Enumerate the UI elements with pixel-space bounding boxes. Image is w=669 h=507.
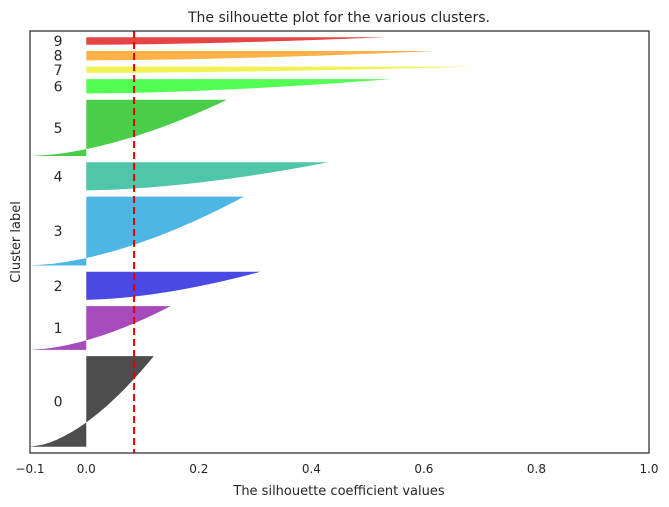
cluster-2-label: 2 <box>54 279 63 295</box>
cluster-3-silhouette <box>30 196 244 266</box>
cluster-0-label: 0 <box>54 394 63 410</box>
cluster-2-silhouette <box>86 271 261 300</box>
x-tick-label: 0.0 <box>77 462 96 476</box>
cluster-7-silhouette <box>86 66 475 73</box>
cluster-9-silhouette <box>86 37 385 45</box>
cluster-6-label: 6 <box>54 79 63 95</box>
cluster-1-label: 1 <box>54 321 63 337</box>
cluster-8-silhouette <box>86 51 436 61</box>
x-tick-label: 0.8 <box>527 462 546 476</box>
cluster-7-label: 7 <box>54 63 63 79</box>
cluster-0-silhouette <box>30 356 154 447</box>
cluster-4-label: 4 <box>54 169 63 185</box>
x-tick-label: 0.2 <box>189 462 208 476</box>
x-axis-ticks: −0.1 0.0 0.2 0.4 0.6 0.8 1.0 <box>15 462 658 476</box>
cluster-8-label: 8 <box>54 49 63 65</box>
x-tick-label: 0.6 <box>414 462 433 476</box>
x-tick-label: −0.1 <box>15 462 44 476</box>
cluster-1-silhouette <box>30 306 171 350</box>
cluster-5-silhouette <box>30 99 227 157</box>
y-axis-label: Cluster label <box>9 201 24 283</box>
chart-title: The silhouette plot for the various clus… <box>187 10 490 26</box>
cluster-5-label: 5 <box>54 121 63 137</box>
cluster-6-silhouette <box>86 79 391 94</box>
axes-frame <box>29 30 650 454</box>
x-tick-label: 0.4 <box>302 462 321 476</box>
cluster-3-label: 3 <box>54 224 63 240</box>
x-tick-label: 1.0 <box>639 462 658 476</box>
cluster-9-label: 9 <box>54 34 63 50</box>
cluster-4-silhouette <box>86 162 329 191</box>
x-axis-label: The silhouette coefficient values <box>232 484 444 499</box>
